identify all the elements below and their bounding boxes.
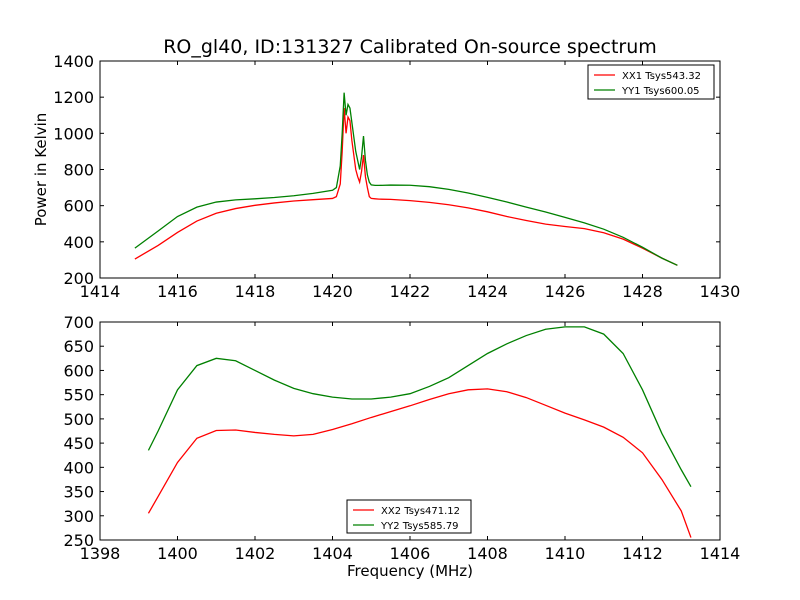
x-tick-label: 1398	[80, 544, 121, 563]
y-tick-label: 800	[63, 161, 94, 180]
y-tick-label: 250	[63, 531, 94, 550]
y-tick-label: 700	[63, 313, 94, 332]
x-tick-label: 1424	[467, 282, 508, 301]
y-tick-label: 1400	[53, 52, 94, 71]
x-tick-label: 1430	[700, 282, 741, 301]
x-tick-label: 1404	[312, 544, 353, 563]
legend-box	[587, 64, 715, 100]
x-tick-label: 1406	[390, 544, 431, 563]
x-tick-label: 1420	[312, 282, 353, 301]
x-tick-label: 1426	[545, 282, 586, 301]
legend-entry: YY2 Tsys585.79	[380, 521, 459, 532]
y-axis-label: Power in Kelvin	[32, 113, 50, 227]
legend-box	[346, 499, 472, 534]
x-axis-label: Frequency (MHz)	[347, 562, 473, 580]
legend: XX1 Tsys543.32 YY1 Tsys600.05	[587, 64, 715, 100]
series-line-2	[147, 326, 692, 488]
y-tick-label: 1200	[53, 88, 94, 107]
x-tick-label: 1416	[157, 282, 198, 301]
y-tick-label: 400	[63, 233, 94, 252]
x-tick-label: 1414	[700, 544, 741, 563]
y-tick-label: 200	[63, 269, 94, 288]
y-tick-label: 300	[63, 507, 94, 526]
x-tick-label: 1414	[80, 282, 121, 301]
series-line-2	[134, 92, 678, 266]
legend-entry: YY1 Tsys600.05	[621, 86, 700, 97]
y-tick-label: 450	[63, 434, 94, 453]
x-tick-label: 1408	[467, 544, 508, 563]
x-tick-label: 1418	[235, 282, 276, 301]
y-tick-label: 500	[63, 410, 94, 429]
y-tick-label: 600	[63, 197, 94, 216]
x-tick-label: 1412	[622, 544, 663, 563]
x-tick-label: 1422	[390, 282, 431, 301]
x-tick-label: 1410	[545, 544, 586, 563]
x-tick-label: 1402	[235, 544, 276, 563]
legend: XX2 Tsys471.12 YY2 Tsys585.79	[346, 499, 472, 534]
legend-entry: XX2 Tsys471.12	[381, 506, 460, 517]
bottom-plot: 1398 1400 1402 1404 1406 1408 1410 1412 1414 250 3…	[63, 313, 740, 580]
legend-entry: XX1 Tsys543.32	[622, 71, 701, 82]
y-tick-label: 350	[63, 483, 94, 502]
top-plot: 1414 1416 1418 1420 1422 1424 1426 1428 1430 200 4…	[32, 52, 740, 301]
y-tick-label: 400	[63, 458, 94, 477]
x-tick-label: 1428	[622, 282, 663, 301]
y-tick-label: 600	[63, 361, 94, 380]
series-line-1	[134, 107, 678, 266]
y-tick-label: 650	[63, 337, 94, 356]
y-tick-label: 550	[63, 386, 94, 405]
series-line-1	[147, 388, 692, 538]
chart-title: RO_gl40, ID:131327 Calibrated On-source …	[163, 36, 657, 58]
y-tick-label: 1000	[53, 124, 94, 143]
x-tick-label: 1400	[157, 544, 198, 563]
